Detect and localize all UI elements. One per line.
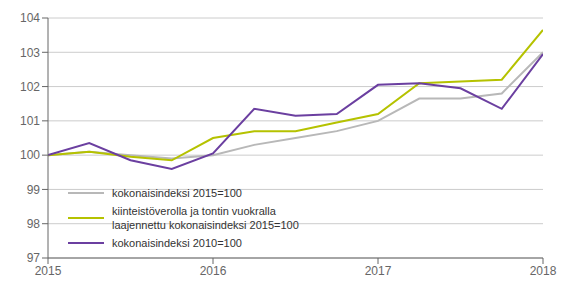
svg-text:2017: 2017 (365, 264, 392, 278)
svg-text:2018: 2018 (530, 264, 557, 278)
svg-text:102: 102 (20, 80, 40, 94)
html-text:kokonaisindeksi 2010=100: kokonaisindeksi 2010=100 (112, 237, 242, 249)
svg-text:101: 101 (20, 114, 40, 128)
svg-text:97: 97 (27, 251, 41, 265)
svg-text:2015: 2015 (35, 264, 62, 278)
html-text:laajennettu kokonaisindeksi 20: laajennettu kokonaisindeksi 2015=100 (112, 219, 299, 231)
html-text:kokonaisindeksi 2015=100: kokonaisindeksi 2015=100 (112, 187, 242, 199)
svg-text:103: 103 (20, 46, 40, 60)
svg-text:2016: 2016 (200, 264, 227, 278)
svg-text:100: 100 (20, 148, 40, 162)
svg-text:104: 104 (20, 11, 40, 25)
svg-text:99: 99 (27, 183, 41, 197)
html-text:kiinteistöverolla ja tontin vu: kiinteistöverolla ja tontin vuokralla (112, 205, 276, 217)
svg-text:98: 98 (27, 217, 41, 231)
